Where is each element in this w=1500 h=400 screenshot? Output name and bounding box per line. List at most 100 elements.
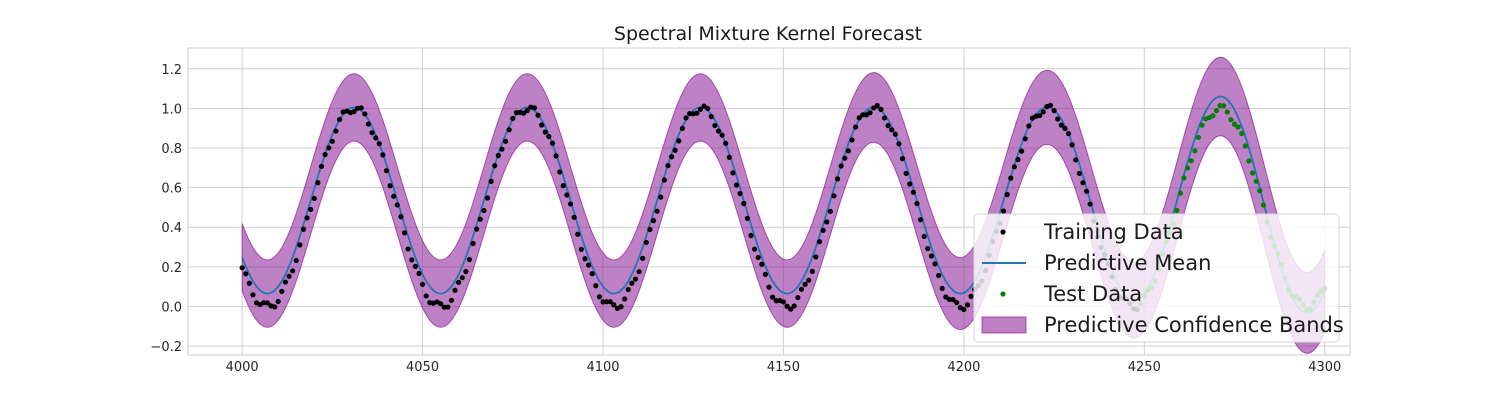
x-tick-label: 4300 [1308,360,1341,375]
training-data-point [834,176,841,182]
training-data-point [733,182,740,188]
training-data-point [788,306,794,312]
training-data-point [632,276,639,282]
training-data-point [661,177,667,183]
test-data-point [1174,207,1180,213]
training-data-point [878,106,884,112]
test-data-point [1239,130,1245,137]
training-data-point [1083,188,1090,194]
training-data-point [625,286,631,293]
training-data-point [914,200,920,207]
training-data-point [502,138,509,144]
training-data-point [658,194,664,200]
training-data-point [845,148,851,154]
training-data-point [766,284,772,290]
training-data-point [1065,130,1072,137]
training-data-point [954,299,960,306]
training-data-point [899,156,906,162]
training-data-point [412,263,418,269]
training-data-point [1073,157,1079,163]
legend-label: Predictive Mean [1044,251,1211,275]
training-data-point [438,301,444,307]
training-data-point [820,227,826,233]
test-data-point [1210,113,1216,119]
training-data-point [585,262,592,268]
training-data-point [694,110,700,116]
training-data-point [1069,142,1075,148]
training-data-point [856,115,862,121]
training-data-point [535,112,541,118]
legend-box [973,213,1340,343]
legend-marker-band [981,316,1027,334]
training-data-point [589,271,595,277]
training-data-point [1051,108,1057,114]
training-data-point [272,304,278,310]
training-data-point [499,146,505,152]
test-data-point [1260,202,1266,208]
training-data-point [369,130,375,136]
training-data-point [315,180,321,186]
y-tick-label: 1.2 [161,63,182,78]
training-data-point [329,138,335,144]
y-tick-label: 0.4 [161,221,182,236]
training-data-point [521,110,527,116]
training-data-point [622,296,628,302]
training-data-point [961,306,967,313]
training-data-point [748,232,754,239]
training-data-point [928,253,934,259]
training-data-point [308,206,314,213]
training-data-point [246,280,252,286]
x-tick-labels: 4000 4050 4100 4150 4200 4250 4300 [226,360,1342,375]
training-data-point [311,195,317,202]
training-data-point [1011,164,1017,170]
training-data-point [813,254,819,260]
y-tick-label: 1.0 [161,102,182,117]
training-data-point [842,155,848,161]
training-data-point [405,246,411,252]
training-data-point [398,214,404,220]
training-data-point [672,147,678,153]
training-data-point [770,294,776,300]
training-data-point [1015,156,1021,163]
training-data-point [683,115,689,121]
test-data-point [1185,165,1191,171]
training-data-point [726,154,732,160]
training-data-point [827,208,833,214]
training-data-point [373,135,379,141]
training-data-point [279,288,285,294]
training-data-point [452,287,458,293]
training-data-point [697,106,704,112]
training-data-point [362,111,368,117]
training-data-point [318,163,325,169]
training-data-point [567,201,574,207]
training-data-point [719,132,725,138]
training-data-point [510,115,516,122]
training-data-point [1062,125,1068,132]
training-data-point [351,109,357,115]
training-data-point [629,280,635,286]
training-data-point [448,297,455,303]
training-data-point [300,226,307,232]
training-data-point [1058,122,1064,128]
test-data-point [1231,121,1238,127]
test-data-point [1199,122,1205,128]
training-data-point [871,105,877,111]
training-data-point [715,128,722,134]
training-data-point [867,110,873,116]
test-data-point [1242,143,1248,149]
training-data-point [925,245,931,252]
training-data-point [474,226,480,232]
training-data-point [463,268,469,275]
training-data-point [286,273,292,279]
y-tick-label: 0.2 [161,261,182,276]
training-data-point [326,145,332,151]
training-data-point [665,163,671,169]
training-data-point [571,214,577,220]
training-data-point [838,163,844,169]
training-data-point [304,215,310,221]
training-data-point [239,265,245,271]
test-data-point [1188,158,1194,164]
training-data-point [492,163,498,169]
training-data-point [640,255,646,261]
